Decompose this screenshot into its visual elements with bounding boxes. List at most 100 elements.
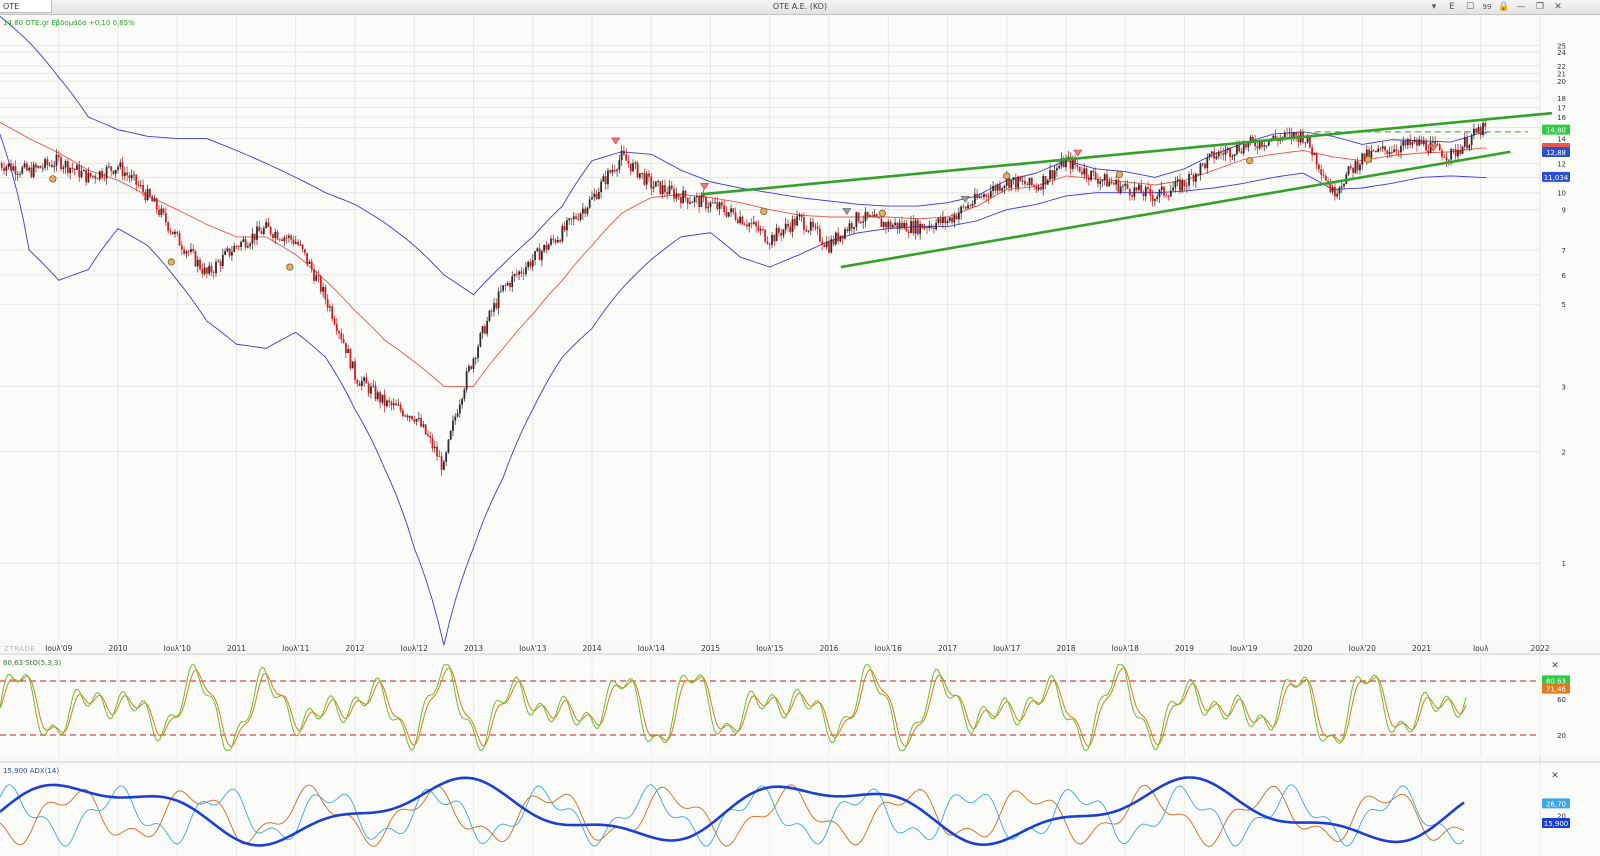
dropdown-icon[interactable]: ▾ [1431,2,1437,12]
candle-body [41,167,44,169]
candle-body [889,221,892,228]
quote-line: 14,80 OTE.gr Εβδομάδα +0,10 0,65% [3,19,135,27]
x-tick-label: Ιουλ'18 [1112,644,1139,653]
candle-body [205,267,208,274]
candle-body [107,166,110,168]
candle-body [989,190,992,198]
candle-body [937,218,940,223]
bollinger-lower-line [0,133,1487,646]
candle-body [278,239,281,241]
candle-body [98,171,101,180]
candle-body [855,212,858,228]
candle-body [235,245,238,247]
candle-body [1390,152,1393,153]
candle-body [82,169,85,172]
candle-body [620,150,623,161]
layout-icon[interactable]: ☐ [1465,2,1475,12]
candle-body [1217,151,1220,157]
candle-body [807,230,810,232]
stochastic-close-icon[interactable]: ✕ [1551,661,1559,671]
minimize-icon[interactable]: — [1516,2,1526,12]
candle-body [525,267,527,274]
candle-body [762,229,764,230]
candle-body [905,222,908,232]
candle-body [504,285,507,287]
close-icon[interactable]: ✕ [1554,2,1562,12]
candle-body [691,202,694,203]
x-tick-label: Ιουλ'14 [638,644,665,653]
candle-body [743,224,746,226]
candle-body [932,227,935,230]
candle-body [488,310,491,321]
candle-body [661,185,664,195]
candle-body [1427,150,1430,154]
candle-body [19,173,21,175]
y-tick-label: 24 [1557,49,1566,57]
candle-body [1365,149,1368,161]
candle-body [1443,157,1446,158]
candle-body [716,202,719,209]
candle-body [25,163,28,171]
adx-close-icon[interactable]: ✕ [1551,771,1559,781]
signal-circle-icon [1115,170,1123,179]
candle-body [1286,132,1288,134]
candle-body [705,197,707,209]
candle-body [992,185,994,191]
candle-body [1477,127,1480,133]
candle-body [1042,176,1045,190]
lock-icon[interactable]: 🔒 [1498,2,1510,12]
symbol-input[interactable]: OTE [0,0,52,13]
candle-body [679,197,682,204]
candle-body [896,222,899,229]
candle-body [276,231,279,240]
candle-body [969,205,972,207]
candle-body [1053,170,1056,179]
y-tick-label: 9 [1562,207,1566,215]
link-icon[interactable]: 99 [1482,3,1492,11]
restore-icon[interactable]: ❐ [1535,2,1545,12]
x-tick-label: 2010 [108,644,127,653]
sma-line [0,121,1487,387]
candle-body [178,233,181,246]
candle-body [1304,142,1307,144]
adx-line [0,776,1465,847]
candle-body [1231,156,1234,157]
candle-body [351,361,354,369]
candle-body [386,400,388,407]
candle-body [1117,179,1120,193]
candle-body [1473,128,1475,136]
candle-body [875,214,878,217]
candle-body [878,216,881,219]
candle-body [424,424,427,435]
signal-circle-icon [286,263,294,271]
candle-body [62,167,65,169]
candle-body [1370,150,1373,158]
candle-body [1363,153,1366,161]
candle-body [577,218,580,220]
candle-body [1411,142,1414,145]
candle-body [741,216,744,225]
candle-body [702,194,705,198]
e-button[interactable]: E [1449,2,1455,12]
candle-body [1090,170,1092,181]
candle-body [1292,132,1295,140]
candle-body [547,244,550,250]
candle-body [983,194,985,198]
candle-body [818,228,821,242]
candle-body [572,216,575,220]
candle-body [814,226,817,228]
candle-body [894,222,896,226]
candle-body [752,222,755,224]
candle-body [643,172,646,185]
candle-body [73,168,76,170]
candle-body [1099,181,1102,184]
candle-body [1420,139,1423,145]
candle-body [1429,142,1432,154]
signal-triangle-icon [842,208,852,216]
candle-body [1163,186,1165,196]
candle-body [413,419,416,422]
candle-body [1445,157,1448,161]
candle-body [1103,174,1106,181]
adx-pane [0,764,1600,856]
